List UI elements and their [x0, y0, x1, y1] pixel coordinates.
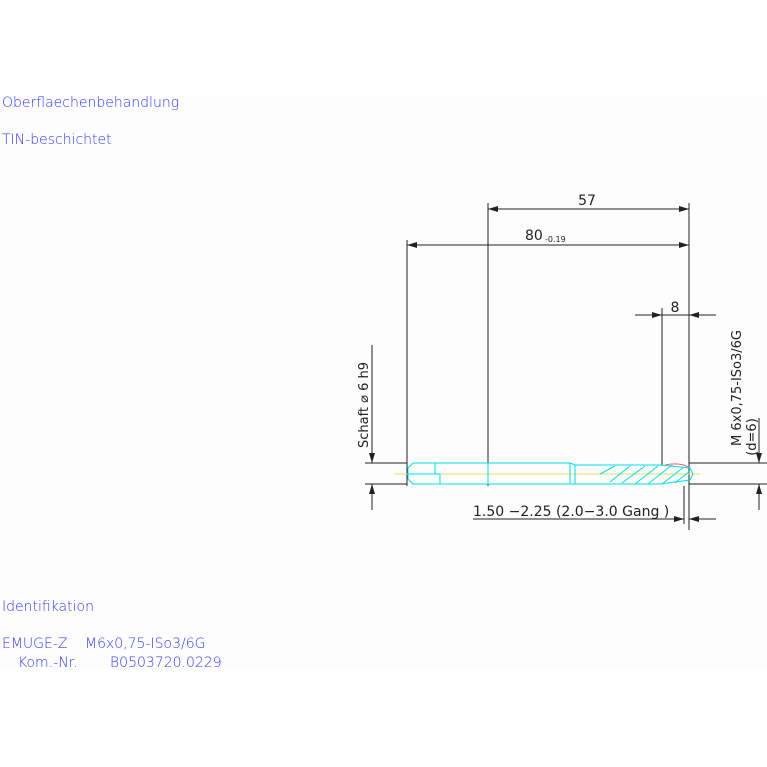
kom-nr-label: Kom.-Nr. — [18, 655, 78, 671]
chamfer-label: 1.50 −2.25 (2.0−3.0 Gang ) — [473, 504, 669, 520]
thread-label: M 6x0,75-ISo3/6G — [730, 330, 745, 446]
kom-nr-value: B0503720.0229 — [110, 655, 222, 671]
thread-diameter-label: (d=6) — [745, 418, 760, 456]
dimension-lines — [365, 203, 767, 530]
dim-80: 80 — [525, 228, 543, 244]
shank-diameter-label: Schaft ⌀ 6 h9 — [357, 362, 372, 448]
drawing-sheet — [0, 95, 767, 670]
product-name: EMUGE-Z — [2, 636, 68, 652]
dim-8: 8 — [671, 300, 680, 316]
surface-value: TIN-beschichtet — [2, 132, 112, 148]
tap-tool — [395, 462, 700, 485]
product-thread: M6x0,75-ISo3/6G — [85, 636, 206, 652]
identification-label: Identifikation — [2, 599, 94, 615]
surface-label: Oberflaechenbehandlung — [2, 95, 180, 111]
dim-80-tolerance: -0.19 — [545, 235, 566, 244]
dim-57: 57 — [578, 193, 596, 209]
